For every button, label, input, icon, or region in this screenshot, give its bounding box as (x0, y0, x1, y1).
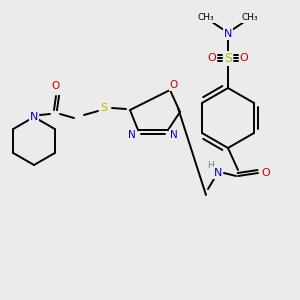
Text: N: N (214, 168, 222, 178)
Text: N: N (170, 130, 178, 140)
Text: O: O (262, 168, 270, 178)
Text: O: O (170, 80, 178, 90)
Text: S: S (224, 52, 232, 64)
Text: S: S (100, 103, 108, 113)
Text: O: O (208, 53, 216, 63)
Text: CH₃: CH₃ (198, 14, 214, 22)
Text: N: N (224, 29, 232, 39)
Text: N: N (30, 112, 38, 122)
Text: O: O (240, 53, 248, 63)
Text: O: O (52, 81, 60, 91)
Text: H: H (207, 160, 213, 169)
Text: N: N (128, 130, 136, 140)
Text: CH₃: CH₃ (242, 14, 258, 22)
